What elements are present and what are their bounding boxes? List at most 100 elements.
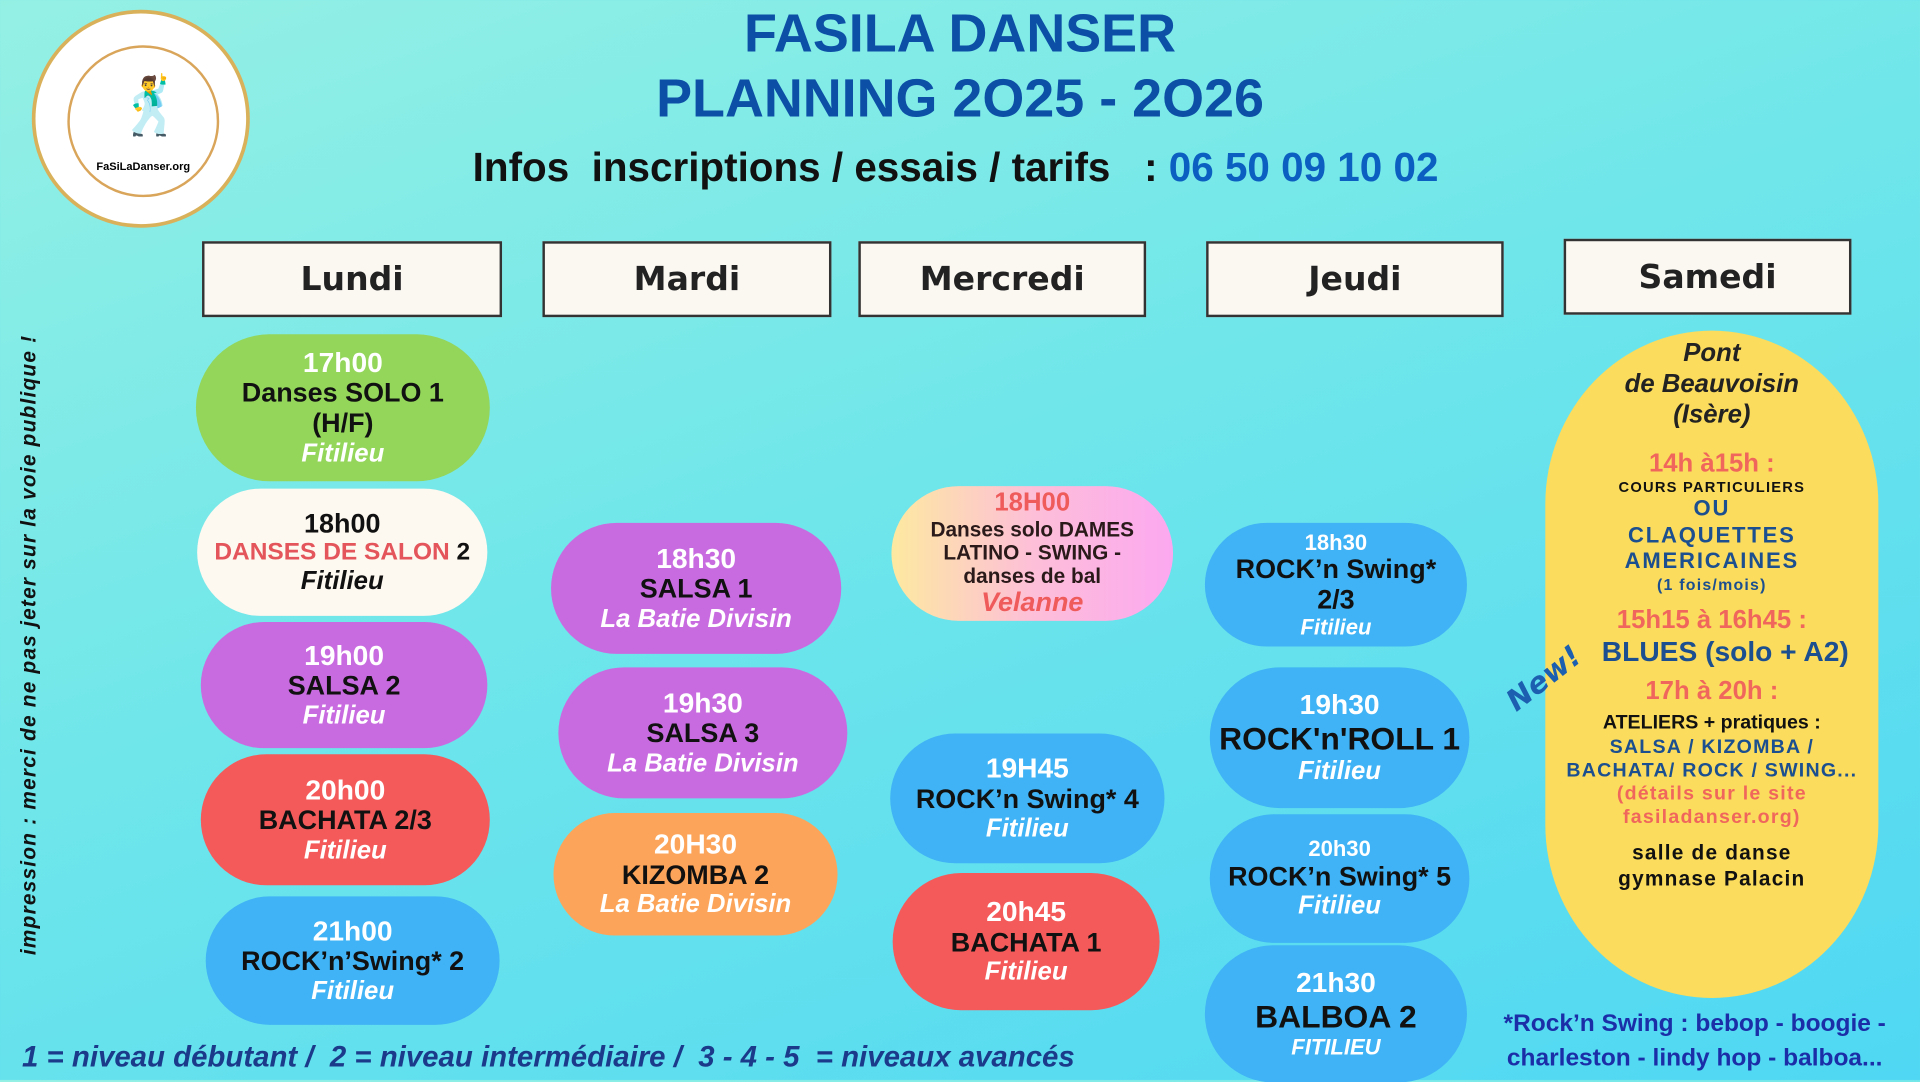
rock-swing-note: *Rock’n Swing : bebop - boogie - charles…	[1482, 1007, 1908, 1076]
slot3-line: ATELIERS + pratiques :	[1602, 713, 1821, 735]
session-pill: 18h00 DANSES DE SALON 2 Fitilieu	[197, 488, 488, 616]
session-text: ROCK’n Swing* 4	[915, 783, 1139, 815]
session-line: 17h00	[302, 346, 383, 379]
session-pill: 19h30 ROCK'n'ROLL 1 Fitilieu	[1209, 667, 1470, 809]
session-pill: 20H30 KIZOMBA 2 La Batie Divisin	[553, 813, 838, 936]
session-pill: 18h30 SALSA 1 La Batie Divisin	[551, 522, 842, 654]
session-text: 17h00	[302, 346, 383, 379]
session-text: SALSA 1	[639, 573, 753, 605]
session-line: KIZOMBA 2	[621, 859, 770, 891]
slot1-line: AMERICAINES	[1624, 548, 1800, 574]
slot3-line: (détails sur le site	[1616, 783, 1807, 805]
session-pill: 20h00 BACHATA 2/3 Fitilieu	[200, 754, 490, 886]
session-text: 19H45	[985, 751, 1069, 784]
session-text: 2/3	[1317, 583, 1355, 615]
session-text: 19h30	[662, 686, 743, 719]
session-line: DANSES DE SALON 2	[214, 539, 470, 566]
day-header-samedi: Samedi	[1563, 238, 1852, 315]
session-text: KIZOMBA 2	[621, 859, 770, 890]
session-line: 19h00	[304, 638, 385, 672]
session-line: Fitilieu	[985, 958, 1068, 987]
session-text: 20h30	[1308, 836, 1371, 862]
session-text: DANSES DE SALON	[214, 539, 450, 567]
session-pill: 17h00 Danses SOLO 1 (H/F) Fitilieu	[195, 334, 490, 482]
session-level: 2	[449, 539, 471, 567]
slot3-line: fasiladanser.org)	[1623, 807, 1801, 829]
session-line: Fitilieu	[1298, 892, 1381, 921]
session-text: Fitilieu	[985, 814, 1069, 843]
infos-line: Infos inscriptions / essais / tarifs : 0…	[473, 144, 1439, 191]
session-line: Fitilieu	[1298, 757, 1381, 786]
session-text: Fitilieu	[1298, 756, 1382, 786]
day-header-jeudi: Jeudi	[1206, 241, 1504, 318]
session-line: La Batie Divisin	[600, 891, 791, 920]
rock-note-line: charleston - lindy hop - balboa...	[1506, 1044, 1883, 1072]
session-text: ROCK’n Swing*	[1235, 553, 1437, 584]
session-line: ROCK’n Swing* 4	[915, 783, 1139, 815]
session-text: ROCK’n’Swing* 2	[241, 945, 465, 977]
slot2-title: BLUES (solo + A2)	[1601, 635, 1849, 667]
slot1-line: COURS PARTICULIERS	[1618, 478, 1806, 496]
session-line: 21h30	[1296, 967, 1376, 1000]
session-line: SALSA 2	[288, 670, 401, 701]
session-line: Fitilieu	[986, 815, 1069, 844]
session-line: LATINO - SWING -	[943, 541, 1121, 564]
session-line: danses de bal	[963, 564, 1101, 587]
session-text: Danses solo DAMES	[930, 517, 1135, 542]
session-text: La Batie Divisin	[599, 890, 792, 919]
session-text: 18h00	[304, 507, 381, 539]
session-line: 19h30	[1299, 688, 1380, 722]
session-text: (H/F)	[312, 407, 374, 439]
session-line: 20h30	[1308, 837, 1371, 862]
session-line: 18h30	[1305, 530, 1368, 555]
session-line: Fitilieu	[303, 702, 386, 731]
session-text: 20H30	[654, 827, 738, 860]
session-text: FITILIEU	[1291, 1035, 1381, 1060]
logo-ring: 🕺 FaSiLaDanser.org	[67, 45, 220, 198]
session-text: Fitilieu	[302, 701, 386, 730]
session-text: 18H00	[994, 489, 1071, 518]
dancers-icon: 🕺	[116, 73, 187, 138]
session-line: 19h30	[662, 686, 743, 720]
slot1-line: OU	[1693, 496, 1731, 521]
session-text: Fitilieu	[984, 958, 1068, 987]
slot1-line: CLAQUETTES	[1627, 522, 1796, 548]
session-line: FITILIEU	[1291, 1035, 1380, 1060]
session-text: 20h00	[305, 773, 386, 806]
session-line: Danses solo DAMES	[930, 518, 1134, 541]
session-line: 18h30	[656, 542, 736, 575]
session-line: ROCK’n Swing*	[1235, 553, 1437, 585]
session-line: 19H45	[985, 751, 1069, 785]
session-text: 19h30	[1299, 688, 1380, 721]
session-line: ROCK'n'ROLL 1	[1219, 721, 1460, 757]
slot3-time: 17h à 20h :	[1645, 677, 1779, 706]
phone-number: 06 50 09 10 02	[1168, 144, 1439, 190]
session-text: Danses SOLO 1	[241, 377, 444, 409]
session-pill: 21h00 ROCK’n’Swing* 2 Fitilieu	[205, 896, 500, 1025]
venue-line: gymnase Palacin	[1618, 866, 1806, 890]
slot2-time: 15h15 à 16h45 :	[1616, 605, 1807, 634]
session-text: SALSA 3	[646, 717, 760, 749]
title-line-1: FASILA DANSER	[743, 3, 1177, 64]
session-line: 20h45	[986, 895, 1066, 928]
side-note: impression : merci de ne pas jeter sur l…	[17, 334, 41, 956]
day-header-lundi: Lundi	[202, 241, 503, 318]
session-line: BALBOA 2	[1255, 999, 1417, 1035]
session-text: 19h00	[304, 638, 385, 671]
session-line: 18h00	[304, 507, 381, 539]
session-text: 18h30	[1304, 529, 1368, 555]
session-line: 21h00	[313, 914, 393, 947]
session-line: Fitilieu	[311, 977, 394, 1006]
session-pill: 18h30 ROCK’n Swing* 2/3 Fitilieu	[1204, 522, 1467, 647]
session-text: La Batie Divisin	[607, 749, 799, 778]
logo-text: FaSiLaDanser.org	[96, 160, 191, 173]
session-line: 2/3	[1317, 583, 1355, 615]
session-line: La Batie Divisin	[607, 749, 798, 778]
session-line: BACHATA 2/3	[259, 805, 432, 836]
session-pill: 18H00 Danses solo DAMES LATINO - SWING - da…	[891, 486, 1174, 621]
session-text: Fitilieu	[300, 566, 384, 595]
day-header-mercredi: Mercredi	[858, 241, 1147, 318]
session-line: Fitilieu	[301, 439, 384, 468]
session-text: ROCK’n Swing* 5	[1228, 860, 1452, 891]
session-pill: 19h00 SALSA 2 Fitilieu	[200, 622, 488, 749]
